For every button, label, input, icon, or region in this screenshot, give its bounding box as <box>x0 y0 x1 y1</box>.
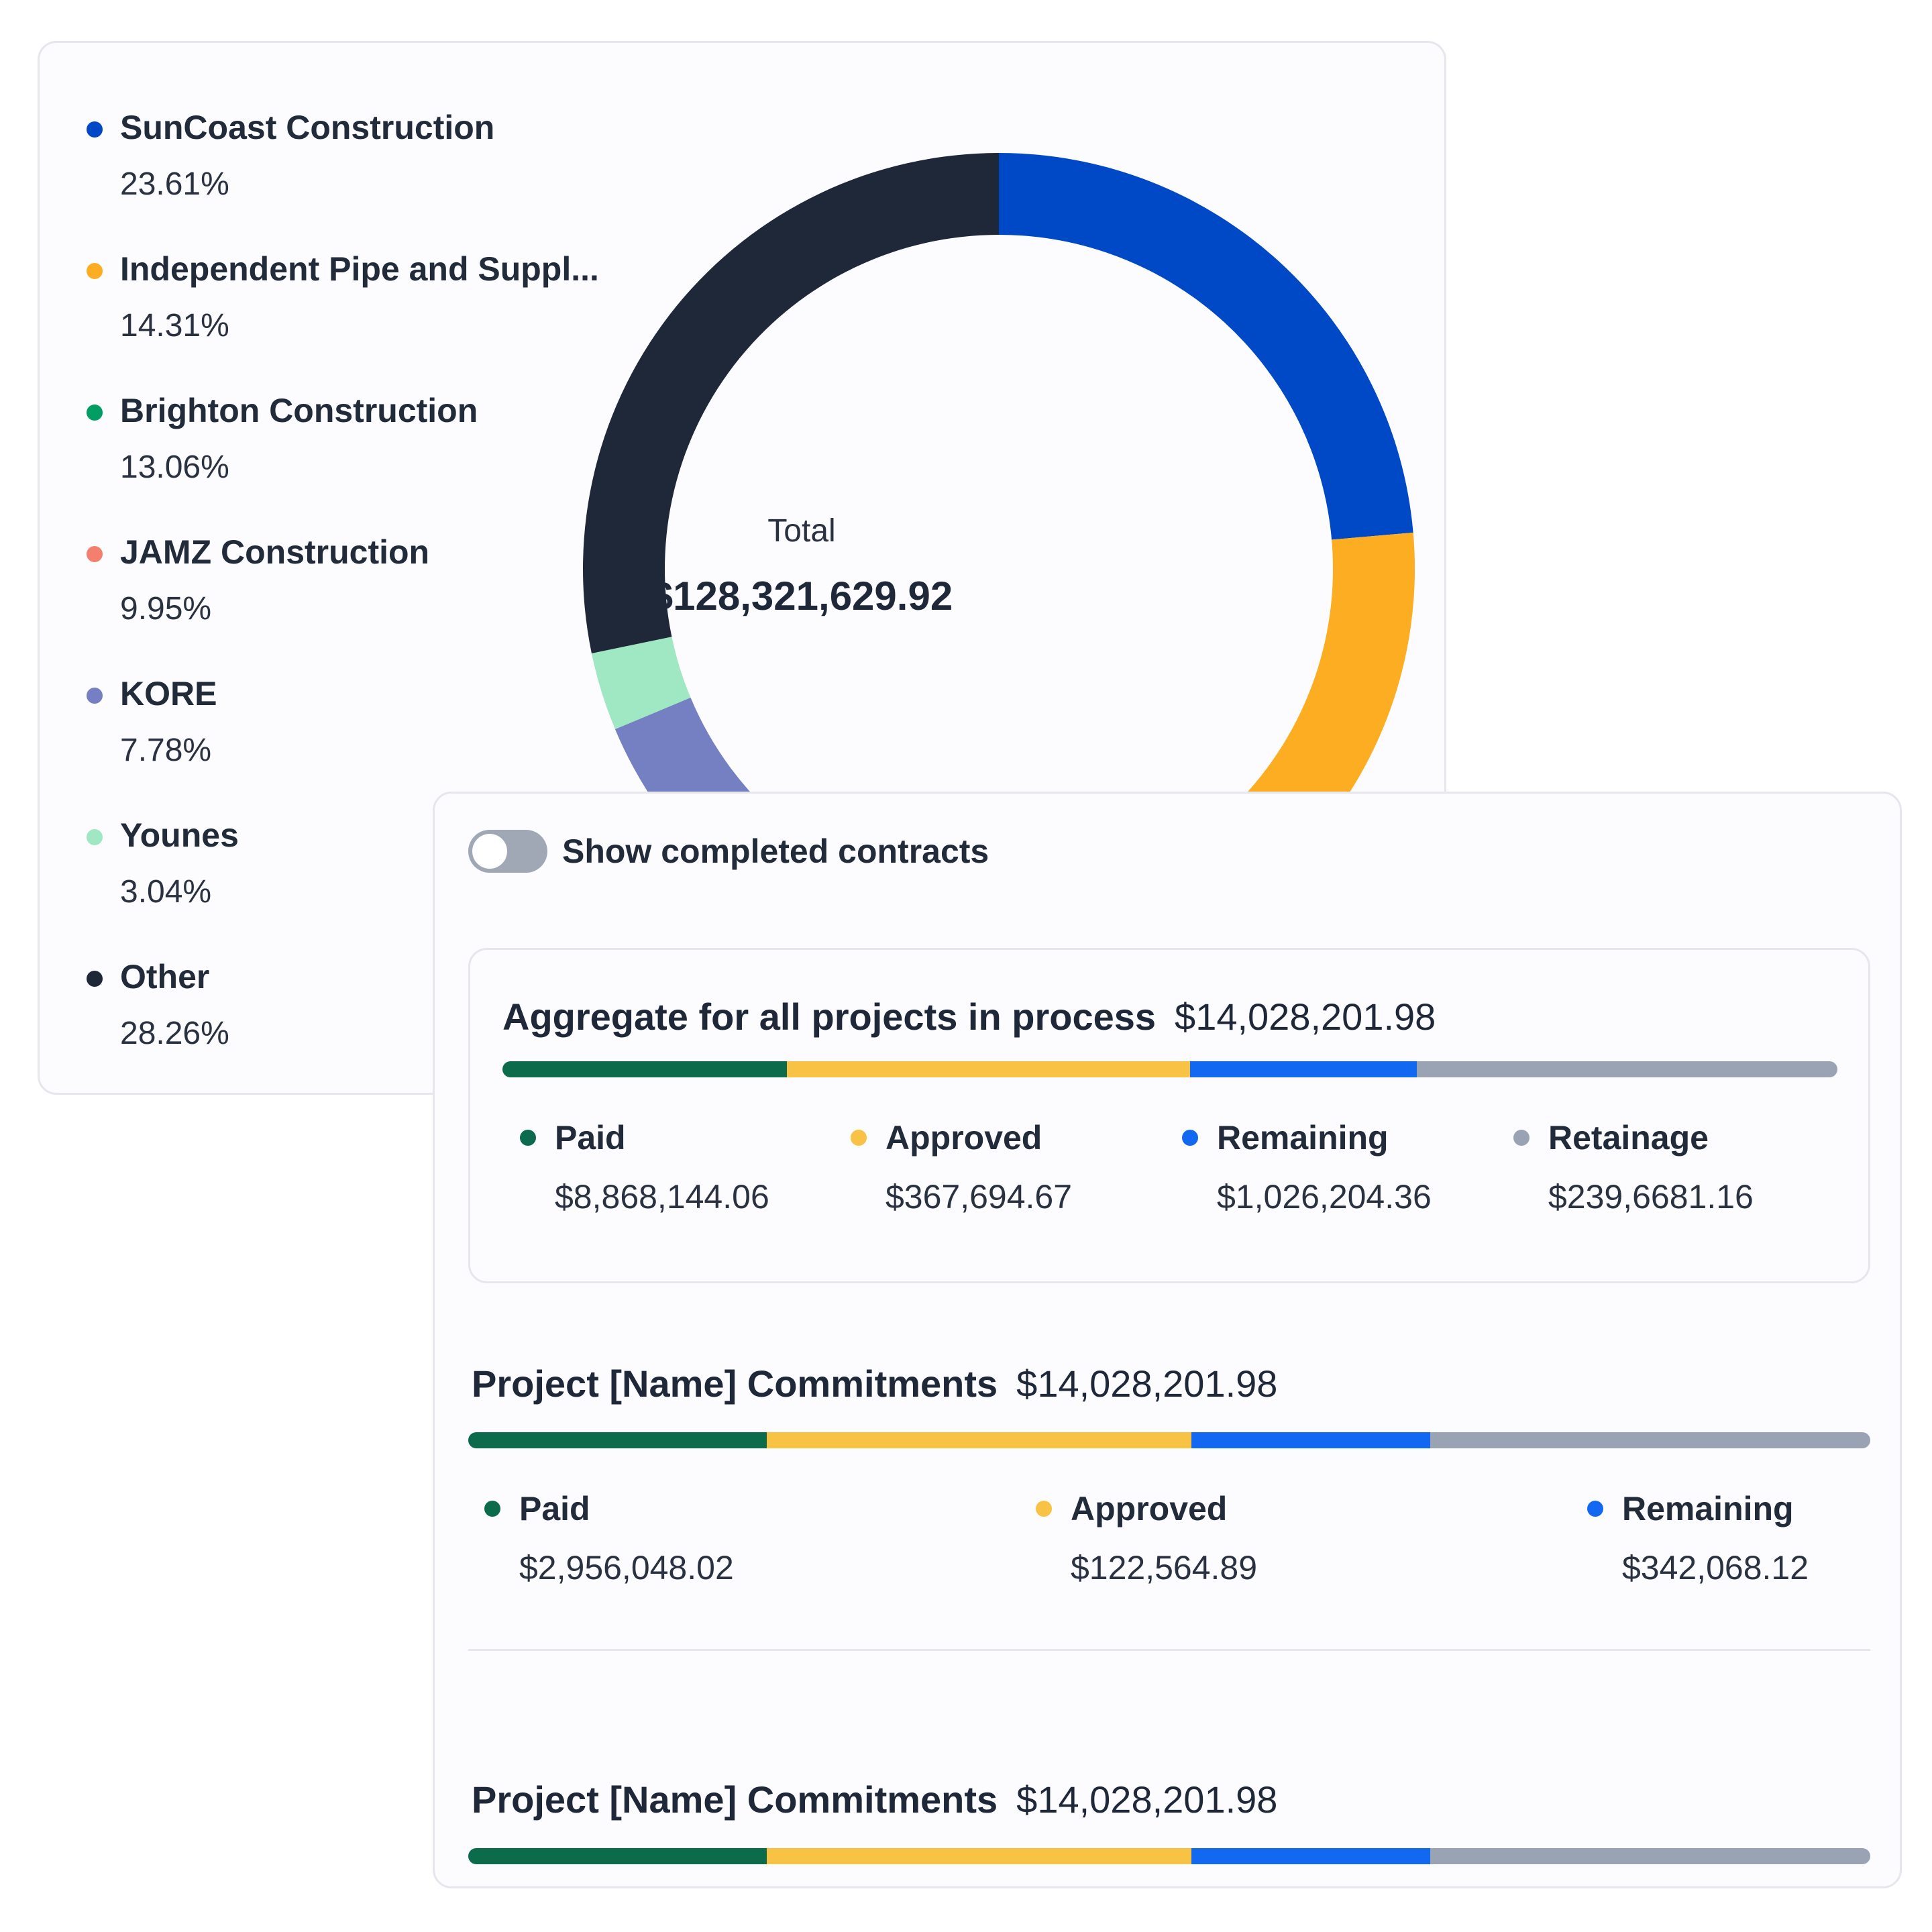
legend-item[interactable]: Brighton Construction 13.06% <box>87 380 637 521</box>
legend-value: 14.31% <box>120 308 229 343</box>
legend-value: 23.61% <box>120 166 229 202</box>
legend-value: 13.06% <box>120 449 229 485</box>
aggregate-title-row: Aggregate for all projects in process $14… <box>502 990 1436 1044</box>
stat-label: Remaining <box>1622 1490 1794 1527</box>
donut-slice-independent[interactable] <box>1228 532 1415 871</box>
project-title-row: Project [Name] Commitments $14,028,201.98 <box>472 1357 1277 1411</box>
bar-segment-paid <box>468 1848 767 1864</box>
bar-segment-remaining <box>1191 1848 1430 1864</box>
project-progress-bar <box>468 1432 1870 1448</box>
donut-total-label: Total <box>767 513 836 549</box>
stat-dot <box>520 1130 536 1146</box>
bar-segment-remaining <box>1191 1432 1430 1448</box>
legend-value: 9.95% <box>120 591 212 627</box>
aggregate-summary-box: Aggregate for all projects in process $14… <box>468 948 1870 1283</box>
bar-segment-retainage <box>1417 1061 1837 1077</box>
bar-segment-approved <box>767 1432 1192 1448</box>
legend-item[interactable]: Younes 3.04% <box>87 804 637 946</box>
stat-dot <box>1036 1501 1052 1517</box>
stat-label: Remaining <box>1217 1119 1389 1157</box>
legend-dot <box>87 829 103 845</box>
legend-item[interactable]: KORE 7.78% <box>87 663 637 804</box>
section-divider <box>468 1649 1870 1651</box>
contracts-panel: Show completed contracts Aggregate for a… <box>433 792 1902 1888</box>
project-amount: $14,028,201.98 <box>1016 1362 1278 1405</box>
show-completed-toggle[interactable] <box>468 830 547 873</box>
donut-slice-other[interactable] <box>583 153 999 654</box>
donut-total-value: $128,321,629.92 <box>650 574 953 619</box>
legend-label: Other <box>120 958 210 996</box>
stat-label: Paid <box>555 1119 626 1157</box>
bar-segment-approved <box>786 1061 1190 1077</box>
project-title-row: Project [Name] Commitments $14,028,201.98 <box>472 1773 1277 1827</box>
project-title: Project [Name] Commitments <box>472 1362 998 1405</box>
project-title: Project [Name] Commitments <box>472 1778 998 1821</box>
legend-value: 3.04% <box>120 874 212 910</box>
chart-legend: SunCoast Construction 23.61% Independent… <box>87 97 637 1087</box>
stat-value: $122,564.89 <box>1071 1549 1258 1587</box>
bar-segment-approved <box>767 1848 1192 1864</box>
bar-segment-paid <box>468 1432 767 1448</box>
legend-label: Younes <box>120 816 239 854</box>
legend-label: KORE <box>120 675 217 712</box>
stat-value: $8,868,144.06 <box>555 1178 769 1216</box>
stat-dot <box>1587 1501 1603 1517</box>
stat-label: Approved <box>1071 1490 1228 1527</box>
legend-label: Brighton Construction <box>120 392 478 429</box>
bar-segment-paid <box>502 1061 787 1077</box>
stat-dot <box>851 1130 867 1146</box>
legend-item[interactable]: Independent Pipe and Suppl... 14.31% <box>87 238 637 380</box>
legend-dot <box>87 971 103 987</box>
donut-slice-suncoast[interactable] <box>999 153 1413 540</box>
legend-label: Independent Pipe and Suppl... <box>120 250 599 288</box>
legend-item[interactable]: SunCoast Construction 23.61% <box>87 97 637 238</box>
stat-dot <box>1182 1130 1198 1146</box>
legend-dot <box>87 263 103 279</box>
stat-value: $367,694.67 <box>885 1178 1073 1216</box>
stat-value: $342,068.12 <box>1622 1549 1809 1587</box>
stat-value: $239,6681.16 <box>1548 1178 1754 1216</box>
stat-label: Retainage <box>1548 1119 1709 1157</box>
project-amount: $14,028,201.98 <box>1016 1778 1278 1821</box>
legend-item[interactable]: JAMZ Construction 9.95% <box>87 521 637 663</box>
bar-segment-retainage <box>1430 1432 1870 1448</box>
bar-segment-retainage <box>1430 1848 1870 1864</box>
stat-label: Approved <box>885 1119 1042 1157</box>
legend-item[interactable]: Other 28.26% <box>87 946 637 1087</box>
stat-label: Paid <box>519 1490 590 1527</box>
toggle-knob <box>472 834 507 869</box>
legend-label: JAMZ Construction <box>120 533 430 571</box>
legend-dot <box>87 688 103 704</box>
stat-dot <box>1513 1130 1529 1146</box>
legend-label: SunCoast Construction <box>120 109 495 146</box>
stat-dot <box>484 1501 500 1517</box>
legend-dot <box>87 121 103 138</box>
bar-segment-remaining <box>1189 1061 1417 1077</box>
project-progress-bar <box>468 1848 1870 1864</box>
legend-value: 28.26% <box>120 1016 229 1051</box>
legend-dot <box>87 405 103 421</box>
aggregate-progress-bar <box>502 1061 1837 1077</box>
stat-value: $1,026,204.36 <box>1217 1178 1432 1216</box>
legend-dot <box>87 546 103 562</box>
aggregate-amount: $14,028,201.98 <box>1175 996 1436 1038</box>
toggle-label: Show completed contracts <box>562 833 989 870</box>
stat-value: $2,956,048.02 <box>519 1549 734 1587</box>
donut-slice-younes[interactable] <box>591 637 691 729</box>
aggregate-title: Aggregate for all projects in process <box>502 996 1157 1038</box>
legend-value: 7.78% <box>120 733 212 768</box>
